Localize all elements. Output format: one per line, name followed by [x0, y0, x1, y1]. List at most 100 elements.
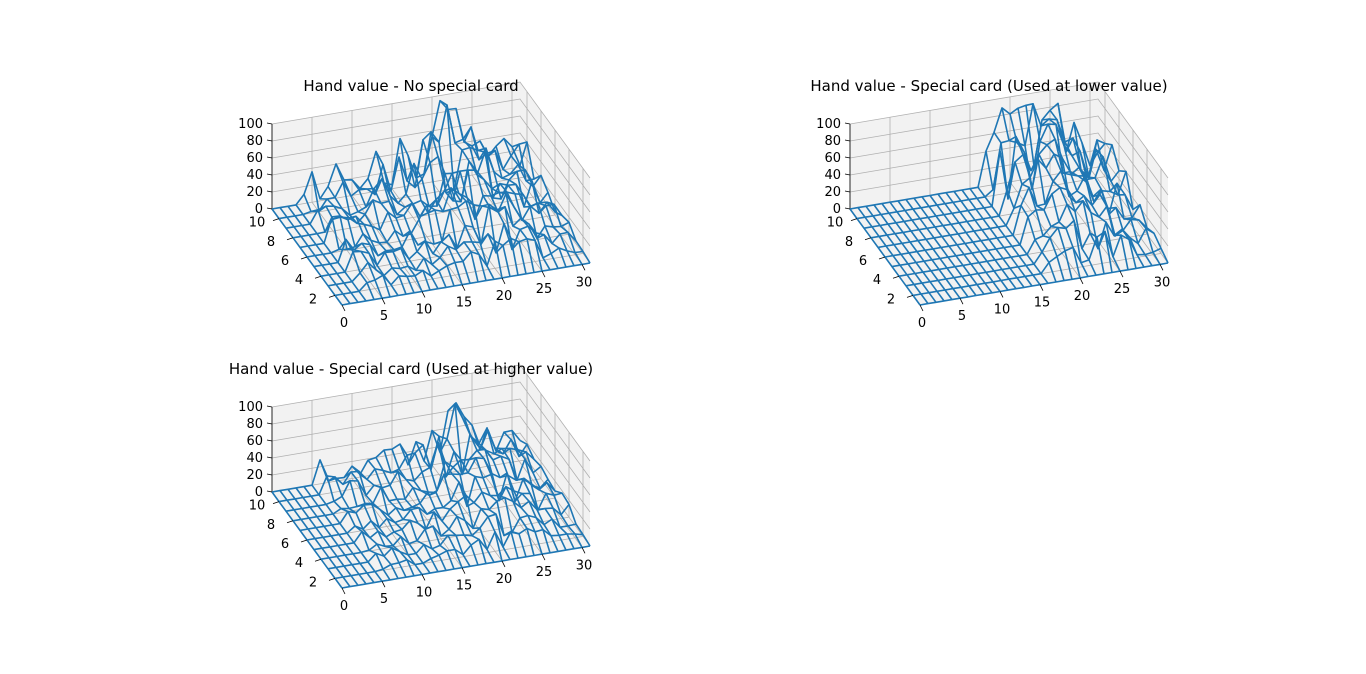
- wireframe-column-line: [881, 203, 953, 301]
- x-tick-mark: [421, 291, 426, 298]
- y-tick-mark: [300, 539, 308, 543]
- wireframe-row-line: [299, 457, 549, 532]
- wireframe-column-line: [383, 182, 455, 287]
- x-tick-label: 10: [994, 302, 1011, 317]
- wireframe-column-line: [479, 427, 551, 554]
- z-grid-line: [849, 98, 1169, 196]
- y-tick-label: 8: [845, 235, 853, 250]
- y-tick-mark: [850, 218, 858, 221]
- y-tick-label: 6: [859, 254, 867, 269]
- wireframe-column-line: [439, 100, 511, 277]
- wireframe-column-line: [383, 449, 455, 570]
- wireframe-column-line: [303, 486, 375, 584]
- z-tick-label: 20: [824, 185, 841, 200]
- y-tick-label: 8: [267, 235, 275, 250]
- x-tick-mark: [1159, 264, 1164, 271]
- z-tick-label: 40: [824, 168, 841, 183]
- wireframe-column-line: [375, 457, 447, 571]
- y-tick-label: 2: [887, 292, 895, 307]
- x-tick-mark: [381, 581, 386, 588]
- wireframe-column-line: [1009, 113, 1081, 279]
- x-tick-label: 30: [576, 275, 593, 290]
- x-tick-label: 15: [456, 579, 473, 594]
- wireframe-column-line: [335, 163, 407, 295]
- x-tick-mark: [501, 560, 506, 568]
- wireframe-column-line: [287, 488, 359, 586]
- wireframe-column-line: [897, 200, 969, 298]
- wireframe-column-line: [431, 429, 503, 562]
- x-tick-label: 20: [1074, 289, 1091, 304]
- wireframe-row-line: [912, 230, 1162, 297]
- wireframe-column-line: [367, 459, 439, 573]
- z-tick-mark: [266, 190, 273, 193]
- wireframe-row-line: [849, 102, 1099, 210]
- x-tick-label: 30: [1154, 275, 1171, 290]
- wireframe-column-line: [961, 189, 1033, 287]
- wireframe-column-line: [447, 403, 519, 559]
- x-tick-mark: [541, 553, 546, 561]
- wireframe-column-line: [375, 151, 447, 288]
- z-tick-label: 40: [246, 451, 263, 466]
- wireframe-column-line: [335, 477, 407, 578]
- y-tick-mark: [878, 256, 886, 260]
- wireframe-column-line: [977, 186, 1049, 284]
- x-tick-mark: [1079, 277, 1084, 285]
- z-tick-label: 80: [824, 134, 841, 149]
- x-tick-label: 5: [380, 592, 388, 607]
- y-tick-label: 6: [281, 254, 289, 269]
- y-tick-label: 2: [309, 575, 317, 590]
- wireframe-column-line: [431, 135, 503, 279]
- z-tick-mark: [266, 490, 273, 493]
- z-tick-mark: [844, 173, 851, 176]
- x-tick-label: 15: [456, 296, 473, 311]
- wireframe-column-line: [399, 443, 471, 567]
- x-tick-mark: [501, 277, 506, 285]
- x-tick-label: 0: [340, 316, 348, 331]
- wireframe-column-line: [439, 438, 511, 560]
- y-tick-label: 4: [873, 273, 881, 288]
- wireframe-row-line: [870, 138, 1120, 239]
- wireframe-column-line: [993, 131, 1065, 281]
- x-tick-label: 25: [536, 565, 553, 580]
- wireframe-column-line: [1025, 103, 1097, 276]
- x-tick-label: 5: [380, 309, 388, 324]
- z-grid-line: [271, 98, 591, 196]
- wireframe-column-line: [351, 179, 423, 292]
- wireframe-column-line: [495, 145, 567, 268]
- y-tick-mark: [328, 578, 336, 581]
- z-tick-mark: [266, 156, 273, 159]
- z-tick-label: 100: [816, 117, 841, 132]
- y-tick-label: 10: [249, 499, 266, 514]
- wireframe-column-line: [319, 198, 391, 298]
- wireframe-row-line: [919, 262, 1169, 306]
- wireframe-column-line: [873, 204, 945, 302]
- z-tick-mark: [844, 190, 851, 193]
- z-tick-mark: [266, 405, 273, 408]
- wireframe-column-line: [415, 440, 487, 564]
- z-grid-line: [271, 81, 591, 179]
- wireframe-column-line: [929, 195, 1001, 292]
- wireframe-column-line: [969, 188, 1041, 286]
- z-grid-line: [271, 115, 591, 213]
- y-tick-mark: [286, 520, 294, 524]
- wireframe-column-line: [945, 192, 1017, 290]
- wireframe-column-line: [407, 452, 479, 566]
- x-tick-mark: [581, 264, 586, 271]
- z-grid-line: [271, 364, 591, 462]
- z-tick-label: 20: [246, 468, 263, 483]
- wireframe-column-line: [391, 156, 463, 285]
- x-tick-mark: [421, 574, 426, 581]
- z-tick-label: 60: [824, 151, 841, 166]
- x-tick-label: 0: [918, 316, 926, 331]
- wireframe-column-line: [391, 448, 463, 568]
- x-tick-label: 15: [1034, 296, 1051, 311]
- z-tick-mark: [844, 122, 851, 125]
- wireframe-column-line: [1089, 139, 1161, 265]
- wireframe-row-line: [292, 448, 542, 522]
- wireframe-column-line: [1017, 108, 1089, 277]
- wireframe-row-line: [313, 485, 563, 551]
- z-grid-line: [849, 149, 1169, 247]
